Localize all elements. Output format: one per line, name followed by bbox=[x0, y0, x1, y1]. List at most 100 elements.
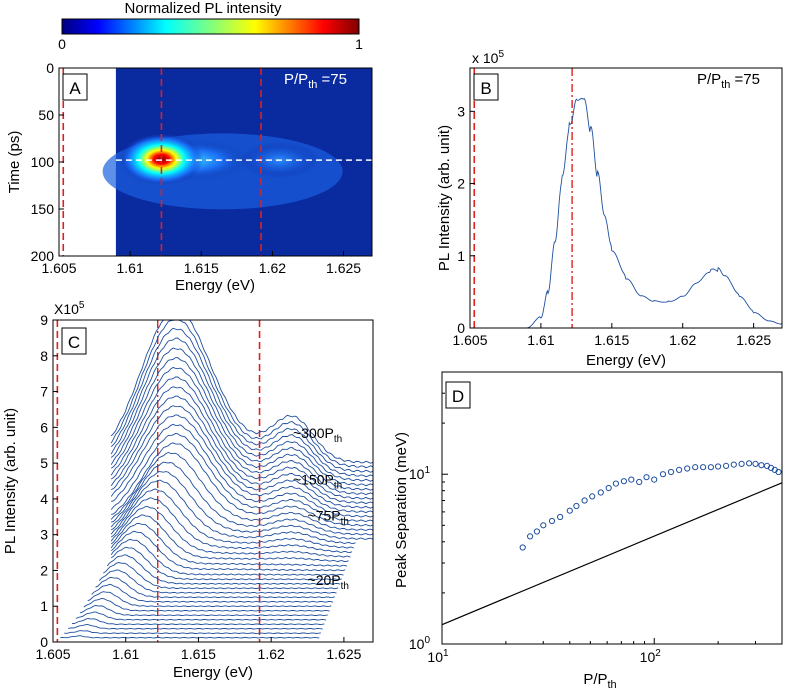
panel-c-power-label-4: ~20Pth bbox=[308, 572, 349, 592]
panel-c-series-31 bbox=[110, 395, 374, 505]
panel-b-reference-lines bbox=[473, 68, 573, 328]
panel-c-series-29 bbox=[110, 414, 374, 514]
heatmap-area bbox=[102, 68, 372, 256]
panel-a-ytick-label-2: 100 bbox=[31, 154, 55, 170]
panel-c-series-38 bbox=[110, 327, 374, 473]
panel-d-point-21 bbox=[676, 466, 683, 473]
panel-d-point-27 bbox=[723, 462, 730, 469]
panel-b-frame bbox=[469, 67, 783, 329]
panel-a-xtick-label-2: 1.615 bbox=[184, 260, 219, 276]
panel-d-point-1 bbox=[519, 544, 526, 551]
panel-c-xtick-label-2: 1.615 bbox=[181, 646, 216, 662]
panel-c-series-11 bbox=[99, 569, 337, 594]
panel-c-series-17 bbox=[110, 522, 348, 567]
panel-c-ytick-label-2: 2 bbox=[40, 562, 48, 578]
panel-c-series-18 bbox=[110, 514, 349, 563]
panel-d-point-30 bbox=[746, 460, 753, 467]
panel-c-series-14 bbox=[110, 546, 342, 581]
panel-a-heatmap: 1.605 1.61 1.615 1.62 1.625 0 50 100 150 200 A P/… bbox=[6, 60, 373, 294]
panel-b-spectrum-line bbox=[526, 97, 783, 329]
panel-a-label: A bbox=[69, 79, 81, 98]
panel-d-frame bbox=[441, 371, 783, 645]
panel-d-point-13 bbox=[612, 480, 620, 487]
panel-d-point-16 bbox=[636, 478, 643, 486]
panel-c-series-26 bbox=[111, 442, 374, 527]
panel-c-xtick-label-4: 1.625 bbox=[326, 646, 361, 662]
panel-d-point-20 bbox=[667, 468, 675, 476]
panel-c-series bbox=[60, 319, 374, 639]
panel-a-xtick-label-3: 1.62 bbox=[259, 260, 286, 276]
panel-c-series-27 bbox=[110, 433, 374, 522]
panel-c-ytick-label-9: 9 bbox=[40, 312, 48, 328]
panel-d-ytick-label-0: 100 bbox=[409, 635, 431, 652]
panel-d-point-9 bbox=[581, 497, 588, 504]
panel-c-series-25 bbox=[110, 452, 374, 531]
panel-d-points bbox=[519, 460, 782, 551]
panel-c-series-1 bbox=[60, 635, 320, 639]
panel-a-xtick-label-4: 1.625 bbox=[326, 260, 361, 276]
panel-d-point-29 bbox=[738, 460, 745, 467]
panel-c-series-40 bbox=[110, 319, 374, 464]
panel-c-ytick-label-8: 8 bbox=[40, 348, 48, 364]
panel-d-ylabel: Peak Separation (meV) bbox=[393, 432, 410, 588]
panel-c-ytick-label-7: 7 bbox=[40, 384, 48, 400]
colorbar-min-label: 0 bbox=[58, 36, 66, 52]
panel-c-series-24 bbox=[111, 461, 374, 536]
panel-b-xtick-label-3: 1.62 bbox=[669, 332, 696, 348]
panel-d-point-17 bbox=[643, 474, 650, 481]
panel-b-scale: x 105 bbox=[472, 49, 504, 66]
panel-d-point-14 bbox=[620, 478, 628, 485]
panel-d-point-25 bbox=[707, 464, 715, 471]
panel-c-power-label-3: ~75Pth bbox=[308, 507, 349, 527]
panel-d-point-2 bbox=[527, 533, 534, 540]
panel-b-label-box bbox=[473, 73, 499, 101]
panel-d-point-15 bbox=[628, 476, 635, 483]
panel-b-annotation: P/Pth =75 bbox=[697, 71, 760, 91]
panel-b-label: B bbox=[480, 79, 491, 98]
panel-d-point-4 bbox=[540, 522, 547, 529]
panel-c-series-37 bbox=[110, 337, 374, 478]
colorbar-max-label: 1 bbox=[355, 36, 363, 52]
panel-d-point-3 bbox=[533, 528, 541, 535]
panel-a-ytick-label-4: 200 bbox=[31, 248, 55, 264]
panel-c-ylabel: PL Intensity (arb. unit) bbox=[2, 408, 19, 554]
panel-b-ytick-label-1: 1 bbox=[457, 248, 465, 264]
panel-b-ylabel: PL Intensity (arb. unit) bbox=[436, 125, 453, 271]
colorbar-title: Normalized PL intensity bbox=[124, 0, 282, 17]
panel-c-series-32 bbox=[110, 386, 374, 500]
panel-c-series-23 bbox=[110, 471, 374, 540]
panel-d-point-28 bbox=[730, 461, 737, 468]
panel-a-ticks: 1.605 1.61 1.615 1.62 1.625 0 50 100 150 200 bbox=[31, 60, 362, 276]
panel-b-ticks: 1.605 1.61 1.615 1.62 1.625 0 1 2 3 bbox=[452, 103, 771, 348]
panel-d-point-31 bbox=[752, 460, 759, 467]
panel-c-series-36 bbox=[110, 347, 374, 482]
panel-c-series-34 bbox=[110, 366, 374, 491]
panel-c-series-19 bbox=[110, 505, 351, 558]
panel-c-series-39 bbox=[110, 319, 374, 469]
panel-c-series-30 bbox=[110, 405, 374, 509]
panel-d-point-23 bbox=[692, 464, 699, 471]
panel-b-xtick-label-1: 1.61 bbox=[527, 332, 554, 348]
panel-c-power-label-1: ~300Pth bbox=[293, 425, 342, 445]
panel-d-point-5 bbox=[548, 517, 556, 525]
panel-d-point-11 bbox=[597, 489, 604, 496]
panel-c-series-7 bbox=[83, 598, 330, 612]
panel-b-xlabel: Energy (eV) bbox=[586, 352, 666, 369]
panel-c-ytick-label-4: 4 bbox=[40, 491, 48, 507]
panel-c-series-22 bbox=[111, 479, 356, 545]
panel-a-xlabel: Energy (eV) bbox=[175, 277, 255, 294]
panel-c-reference-lines bbox=[56, 320, 261, 642]
panel-c-series-15 bbox=[110, 538, 344, 576]
panel-c-xlabel: Energy (eV) bbox=[173, 664, 253, 681]
panel-c-series-16 bbox=[110, 530, 346, 572]
panel-c-ytick-label-5: 5 bbox=[40, 455, 48, 471]
panel-d-point-32 bbox=[758, 462, 765, 469]
panel-d-point-7 bbox=[566, 507, 573, 514]
panel-d-fit-line bbox=[441, 482, 783, 626]
panel-c-series-3 bbox=[67, 624, 323, 630]
panel-c-series-12 bbox=[103, 562, 339, 590]
panel-b-spectrum: 1.605 1.61 1.615 1.62 1.625 0 1 2 3 x 105 B P/Pt… bbox=[436, 49, 783, 369]
panel-a-ytick-label-1: 50 bbox=[38, 107, 54, 123]
panel-d-label: D bbox=[452, 387, 464, 406]
